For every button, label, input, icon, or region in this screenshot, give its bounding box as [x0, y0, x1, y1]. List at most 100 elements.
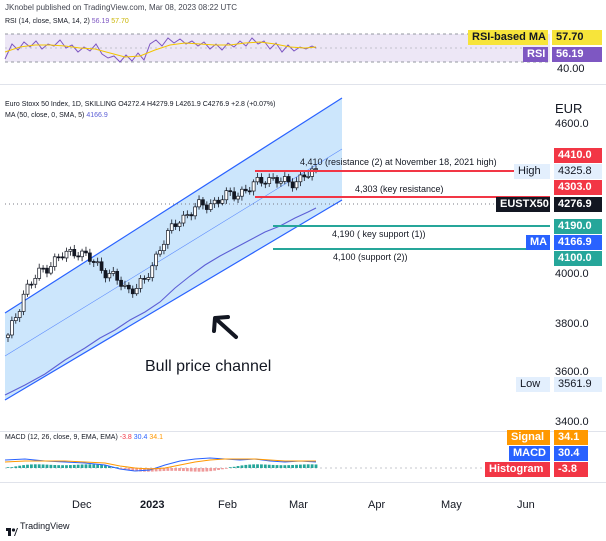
histogram-bar — [185, 468, 189, 472]
symbol-tag: EUSTX50 — [496, 197, 550, 212]
histogram-bar — [143, 468, 146, 472]
histogram-bar — [22, 465, 25, 468]
candle-body — [185, 214, 190, 216]
candle-body — [216, 199, 221, 204]
candle-body — [290, 181, 295, 189]
histogram-bar — [217, 468, 220, 471]
rsi-ma-tag-label: RSI-based MA — [472, 31, 546, 43]
candle-body — [103, 270, 108, 279]
rsi-line — [4, 37, 317, 63]
histogram-bar — [201, 468, 205, 472]
histogram-bar — [279, 465, 283, 468]
price-legend-ohlc: O4272.4 H4279.9 L4261.9 C4276.9 +2.8 (+0… — [118, 101, 276, 108]
rsi-legend-value: 56.19 — [91, 18, 110, 25]
candle-body — [294, 181, 299, 189]
candle-body — [247, 190, 252, 193]
histogram-bar — [65, 465, 68, 468]
candle-body — [220, 199, 225, 204]
macd-histogram — [6, 464, 318, 472]
macd-legend: MACD (12, 26, close, 9, EMA, EMA) -3.8 3… — [5, 434, 163, 441]
candle-body — [41, 267, 45, 270]
histogram-bar — [80, 464, 84, 468]
histogram-bar — [283, 465, 287, 468]
histogram-bar — [127, 468, 131, 471]
annotation-arrow — [212, 315, 238, 339]
candle-body — [271, 177, 275, 179]
candle-body — [45, 267, 49, 274]
candle-body — [49, 266, 53, 274]
histogram-bar — [61, 465, 64, 468]
candle-body — [197, 199, 201, 208]
low-label-tag: Low — [516, 377, 550, 392]
rsi-ma-line — [4, 41, 317, 58]
rsi-ma-value-tag: 57.70 — [552, 30, 602, 45]
rsi-tag-label: RSI — [527, 48, 546, 60]
key-resistance-label: 4,303 (key resistance) — [355, 184, 444, 194]
price-axis-3800: 3800.0 — [555, 318, 589, 330]
candle-body — [91, 261, 96, 263]
ma-line — [4, 207, 317, 396]
histogram-bar — [232, 466, 236, 468]
candle-body — [6, 334, 10, 338]
candle-body — [119, 279, 123, 287]
candle-body — [162, 243, 166, 251]
x-axis-dec: Dec — [72, 499, 92, 511]
candle-body — [72, 249, 77, 257]
candle-body — [95, 261, 100, 264]
ma-legend-title: MA (50, close, 0, SMA, 5) — [5, 112, 85, 119]
low-label: Low — [520, 378, 541, 390]
ma-value-tag: 4166.9 — [554, 235, 602, 250]
tradingview-logo-icon — [6, 528, 18, 536]
candle-body — [56, 256, 61, 259]
candle-body — [25, 283, 30, 295]
histogram-bar — [267, 464, 271, 468]
histogram-bar — [119, 468, 123, 469]
channel-annotation: Bull price channel — [145, 358, 272, 375]
histogram-bar — [33, 464, 37, 468]
candle-body — [52, 256, 57, 267]
histogram-bar — [271, 464, 275, 468]
histogram-bar — [150, 468, 154, 472]
histogram-bar — [252, 464, 256, 468]
ma-legend-value: 4166.9 — [86, 112, 108, 119]
candle-body — [201, 199, 205, 206]
candle-body — [21, 293, 26, 312]
rsi-ma-legend-value: 57.70 — [111, 18, 129, 25]
macd-line — [4, 457, 317, 472]
candle-body — [204, 204, 209, 210]
histogram-label-tag: Histogram — [485, 462, 550, 477]
candle-body — [282, 176, 287, 182]
key-resistance-tag: 4303.0 — [554, 180, 602, 195]
candle-body — [88, 252, 92, 262]
candle-body — [169, 223, 174, 231]
candle-body — [279, 181, 283, 184]
candle-body — [228, 190, 233, 193]
rsi-legend: RSI (14, close, SMA, 14, 2) 56.19 57.70 — [5, 18, 129, 25]
candle-body — [76, 255, 81, 258]
candle-body — [13, 317, 18, 322]
candle-body — [123, 284, 127, 287]
histogram-bar — [302, 464, 306, 468]
macd-plot — [4, 457, 550, 472]
histogram-bar — [314, 464, 318, 468]
histogram-bar — [18, 465, 22, 468]
histogram-bar — [92, 464, 96, 468]
last-price-tag: 4276.9 — [554, 197, 602, 212]
rsi-value-tag: 56.19 — [552, 47, 602, 62]
rsi-axis-label: 40.00 — [557, 63, 585, 75]
footer-brand: TradingView — [20, 521, 70, 531]
histogram-bar — [295, 464, 298, 468]
signal-value-tag: 34.1 — [554, 430, 588, 445]
candle-body — [286, 176, 291, 183]
resistance-2-label: 4,410 (resistance (2) at November 18, 20… — [300, 157, 497, 167]
candle-body — [134, 288, 139, 295]
support-2-tag: 4100.0 — [554, 251, 602, 266]
support-2-label: 4,100 (support (2)) — [333, 252, 408, 262]
histogram-bar — [244, 464, 248, 468]
candle-body — [298, 174, 303, 183]
histogram-bar — [174, 468, 178, 471]
candle-body — [138, 278, 143, 289]
price-axis-3600: 3600.0 — [555, 366, 589, 378]
signal-line — [4, 458, 316, 470]
histogram-bar — [154, 468, 158, 472]
